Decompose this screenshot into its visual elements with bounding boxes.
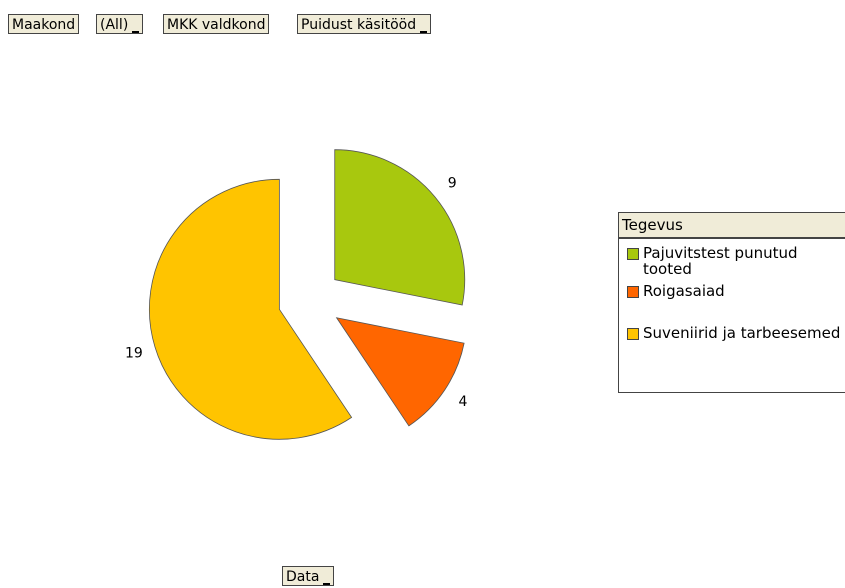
legend-item: Roigasaiad: [619, 283, 843, 299]
data-label: 4: [459, 394, 468, 410]
filter-value[interactable]: Puidust käsitööd: [297, 14, 432, 34]
data-label: 9: [448, 175, 457, 191]
chart: 9 4 19: [125, 149, 468, 440]
legend-swatch: [627, 286, 639, 298]
legend-item: Pajuvitstest punutud tooted: [619, 245, 843, 277]
filter-field[interactable]: Maakond: [8, 14, 80, 34]
pie-slice: [335, 317, 465, 427]
filter-value[interactable]: (All): [96, 14, 144, 34]
legend-swatch: [627, 248, 639, 260]
filter-field[interactable]: MKK valdkond: [163, 14, 270, 34]
legend-label: Roigasaiad: [643, 282, 725, 300]
legend: Tegevus Pajuvitstest punutud tooted Roiga…: [618, 212, 845, 393]
legend-item: Suveniirid ja tarbeesemed: [619, 325, 843, 341]
legend-label: Suveniirid ja tarbeesemed: [643, 324, 841, 342]
pie-slice: [148, 178, 353, 440]
data-button[interactable]: Data: [282, 566, 335, 586]
pie-slice: [334, 149, 466, 306]
data-label: 19: [125, 345, 143, 361]
legend-swatch: [627, 328, 639, 340]
legend-title[interactable]: Tegevus: [619, 213, 845, 239]
legend-label: Pajuvitstest punutud tooted: [643, 244, 798, 278]
